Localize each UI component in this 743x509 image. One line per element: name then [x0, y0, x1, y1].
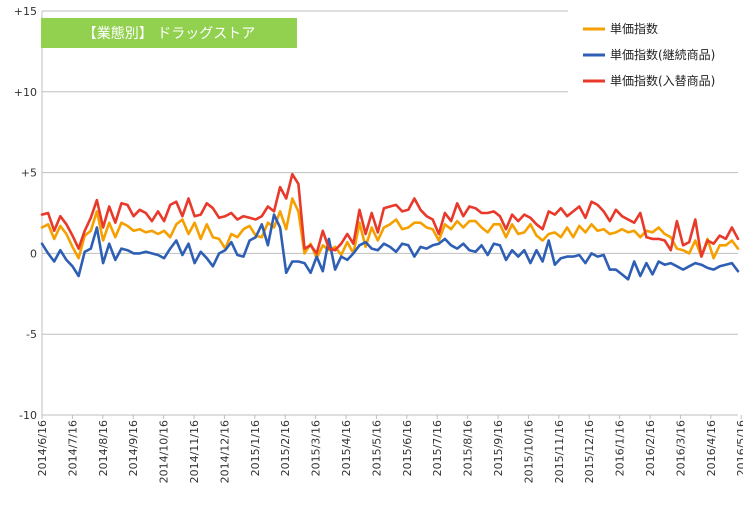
- x-tick-label: 2014/9/16: [127, 420, 140, 476]
- x-tick-label: 2015/12/16: [583, 420, 596, 483]
- x-tick-label: 2015/4/16: [340, 420, 353, 476]
- x-tick-label: 2015/2/16: [279, 420, 292, 476]
- x-tick-label: 2016/5/16: [735, 420, 743, 476]
- y-tick-label: +10: [14, 86, 37, 99]
- x-tick-label: 2015/9/16: [492, 420, 505, 476]
- x-tick-label: 2016/4/16: [705, 420, 718, 476]
- y-tick-label: -10: [19, 409, 37, 422]
- series-line-2: [40, 172, 740, 258]
- y-tick-labels: +15 +10 +5 0 -5 -10: [14, 5, 37, 422]
- y-tick-label: 0: [30, 247, 37, 260]
- x-tick-label: 2014/11/16: [188, 420, 201, 483]
- x-tick-label: 2015/6/16: [401, 420, 414, 476]
- x-tick-label: 2015/7/16: [431, 420, 444, 476]
- chart-title: 【業態別】 ドラッグストア: [83, 26, 255, 42]
- x-tick-label: 2014/6/16: [36, 420, 49, 476]
- y-tick-label: -5: [26, 328, 37, 341]
- x-tick-labels: 2014/6/16 2014/7/16 2014/8/16 2014/9/16 2014…: [36, 415, 743, 483]
- series-line-0: [40, 197, 740, 260]
- chart-title-box: 【業態別】 ドラッグストア: [41, 18, 297, 48]
- x-tick-label: 2014/12/16: [218, 420, 231, 483]
- x-tick-label: 2015/8/16: [462, 420, 475, 476]
- series-line-1: [40, 213, 740, 281]
- legend-label-1: 単価指数(継続商品): [610, 47, 715, 62]
- y-tick-label: +15: [14, 5, 37, 18]
- series-lines: [40, 172, 740, 281]
- legend-label-0: 単価指数: [610, 21, 658, 36]
- chart-title-background: [41, 18, 297, 48]
- x-tick-label: 2016/1/16: [614, 420, 627, 476]
- x-tick-label: 2015/10/16: [522, 420, 535, 483]
- x-tick-label: 2014/8/16: [97, 420, 110, 476]
- legend-label-2: 単価指数(入替商品): [610, 73, 715, 88]
- x-tick-label: 2015/5/16: [370, 420, 383, 476]
- x-tick-label: 2015/1/16: [249, 420, 262, 476]
- x-tick-label: 2015/3/16: [310, 420, 323, 476]
- y-tick-label: +5: [21, 167, 37, 180]
- x-tick-label: 2016/2/16: [644, 420, 657, 476]
- x-tick-label: 2015/11/16: [553, 420, 566, 483]
- grid-lines: [41, 10, 738, 416]
- x-tick-label: 2016/3/16: [674, 420, 687, 476]
- x-tick-label: 2014/7/16: [66, 420, 79, 476]
- x-tick-label: 2014/10/16: [158, 420, 171, 483]
